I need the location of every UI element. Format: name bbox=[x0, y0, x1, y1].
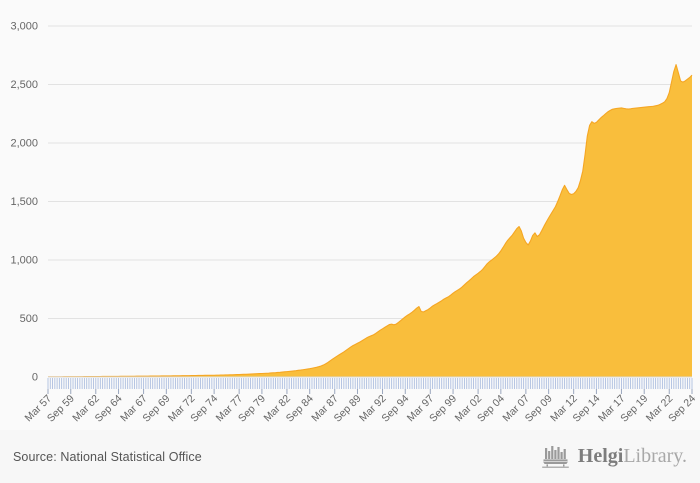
x-axis-minor-ticks bbox=[47, 378, 693, 389]
series-area-fill bbox=[48, 64, 692, 378]
y-axis-tick-label: 500 bbox=[20, 313, 38, 325]
brand-name-secondary: Library. bbox=[623, 445, 687, 467]
y-axis-tick-label: 1,500 bbox=[10, 196, 38, 208]
footer-band bbox=[0, 430, 700, 483]
y-axis-tick-label: 0 bbox=[32, 371, 38, 383]
brand-logo[interactable]: HelgiLibrary. bbox=[541, 444, 687, 468]
y-axis-tick-labels: 0 500 1,000 1,500 2,000 2,500 3,000 bbox=[10, 20, 38, 383]
series-top-line bbox=[48, 64, 693, 378]
brand-name-primary: Helgi bbox=[577, 445, 624, 467]
source-label: Source: National Statistical Office bbox=[13, 450, 202, 464]
library-books-icon bbox=[541, 446, 569, 468]
y-axis-tick-label: 2,500 bbox=[10, 79, 38, 91]
y-axis-tick-label: 2,000 bbox=[10, 137, 38, 149]
x-axis-major-ticks bbox=[47, 389, 693, 394]
y-axis-tick-label: 1,000 bbox=[10, 254, 38, 266]
gridlines bbox=[48, 25, 692, 319]
data-series-area bbox=[48, 64, 693, 378]
brand-wordmark: HelgiLibrary. bbox=[578, 446, 687, 466]
y-axis-tick-label: 3,000 bbox=[10, 20, 38, 32]
